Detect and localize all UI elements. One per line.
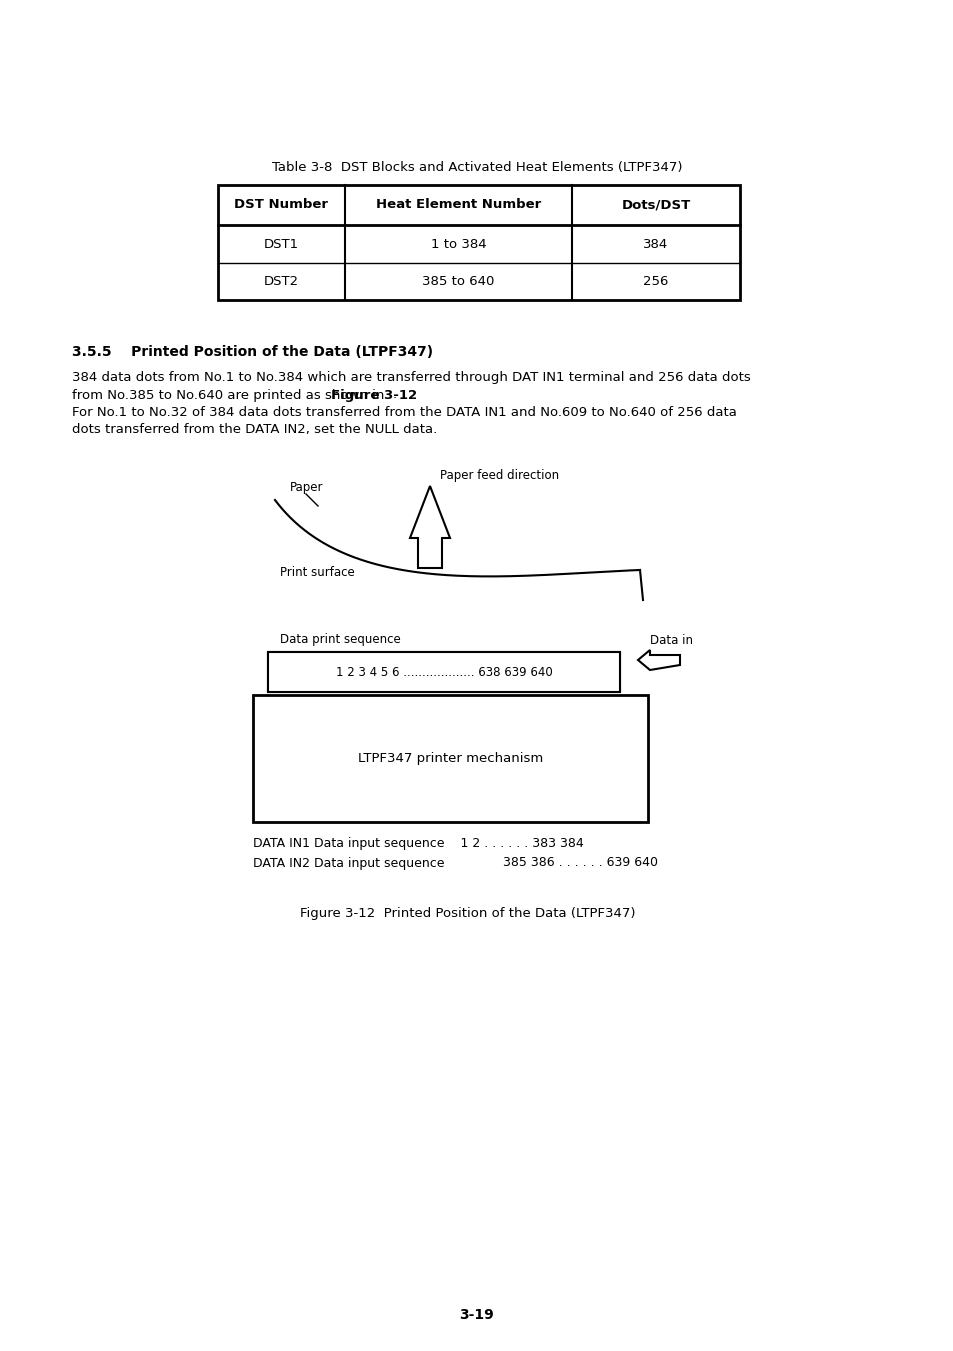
- Text: LTPF347 printer mechanism: LTPF347 printer mechanism: [357, 753, 542, 765]
- Text: 1 2 3 4 5 6 ................... 638 639 640: 1 2 3 4 5 6 ................... 638 639 …: [335, 666, 552, 678]
- Text: 3.5.5    Printed Position of the Data (LTPF347): 3.5.5 Printed Position of the Data (LTPF…: [71, 345, 433, 359]
- Text: Data in: Data in: [649, 634, 692, 647]
- Text: Figure 3-12: Figure 3-12: [330, 389, 416, 401]
- Text: from No.385 to No.640 are printed as shown in: from No.385 to No.640 are printed as sho…: [71, 389, 388, 401]
- Bar: [268, 653, 619, 692]
- Bar: [268, 653, 619, 692]
- Bar: [218, 185, 740, 300]
- Text: Heat Element Number: Heat Element Number: [375, 199, 540, 212]
- Text: Table 3-8  DST Blocks and Activated Heat Elements (LTPF347): Table 3-8 DST Blocks and Activated Heat …: [272, 162, 681, 174]
- Text: For No.1 to No.32 of 384 data dots transferred from the DATA IN1 and No.609 to N: For No.1 to No.32 of 384 data dots trans…: [71, 405, 736, 419]
- Text: Figure 3-12  Printed Position of the Data (LTPF347): Figure 3-12 Printed Position of the Data…: [299, 907, 635, 920]
- Text: dots transferred from the DATA IN2, set the NULL data.: dots transferred from the DATA IN2, set …: [71, 423, 436, 435]
- Polygon shape: [638, 650, 679, 670]
- Text: 384 data dots from No.1 to No.384 which are transferred through DAT IN1 terminal: 384 data dots from No.1 to No.384 which …: [71, 372, 750, 385]
- Text: 1 to 384: 1 to 384: [430, 238, 486, 250]
- Text: Data print sequence: Data print sequence: [280, 634, 400, 647]
- Text: DST2: DST2: [264, 276, 298, 288]
- Polygon shape: [410, 486, 450, 567]
- Text: DATA IN1 Data input sequence    1 2 . . . . . . 383 384: DATA IN1 Data input sequence 1 2 . . . .…: [253, 836, 583, 850]
- Bar: [253, 694, 647, 821]
- Text: 385 to 640: 385 to 640: [422, 276, 495, 288]
- Text: 384: 384: [642, 238, 668, 250]
- Text: Paper feed direction: Paper feed direction: [439, 469, 558, 481]
- Text: DATA IN2 Data input sequence: DATA IN2 Data input sequence: [253, 857, 444, 870]
- Text: Print surface: Print surface: [280, 566, 355, 578]
- Text: Dots/DST: Dots/DST: [620, 199, 690, 212]
- Text: .: .: [392, 389, 396, 401]
- Text: DST1: DST1: [264, 238, 298, 250]
- Text: DST Number: DST Number: [234, 199, 328, 212]
- Text: 1 2 3 4 5 6 ................... 638 639 640: 1 2 3 4 5 6 ................... 638 639 …: [335, 666, 552, 678]
- Text: 256: 256: [642, 276, 668, 288]
- Text: 3-19: 3-19: [459, 1308, 494, 1323]
- Text: Paper: Paper: [290, 481, 323, 494]
- Text: 385 386 . . . . . . 639 640: 385 386 . . . . . . 639 640: [502, 857, 658, 870]
